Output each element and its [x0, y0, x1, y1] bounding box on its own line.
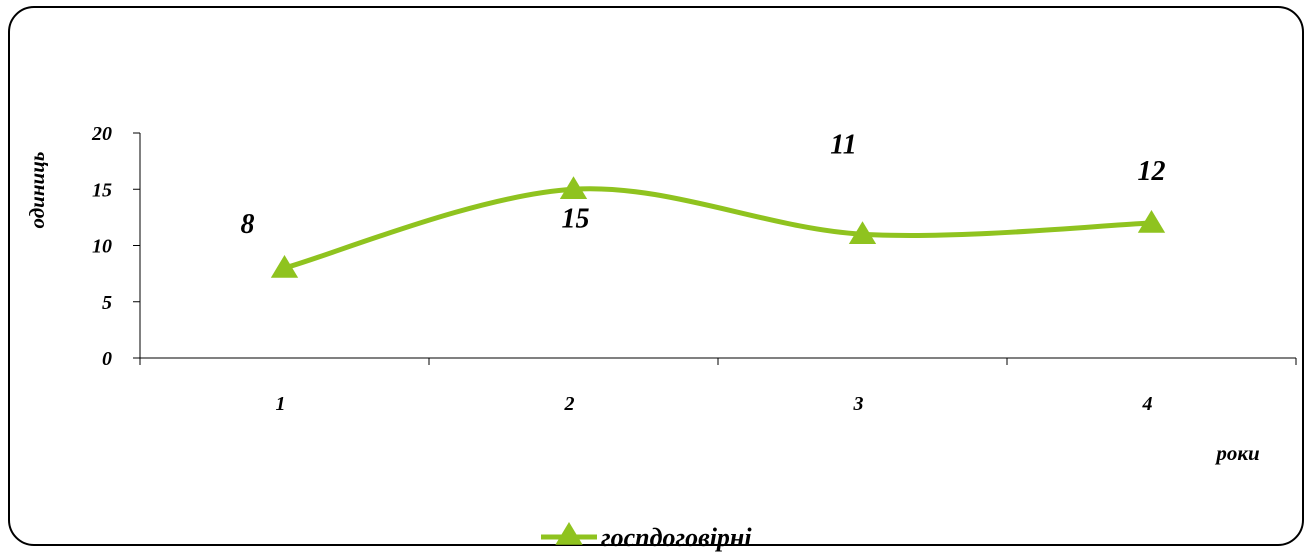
x-axis-title: роки [1214, 441, 1259, 465]
y-tick-label: 20 [91, 123, 112, 145]
legend-marker-triangle-icon [555, 522, 583, 545]
data-label: 15 [562, 203, 590, 234]
x-tick-label: 3 [853, 393, 864, 415]
data-label: 12 [1138, 156, 1166, 187]
x-tick-label: 2 [564, 393, 575, 415]
triangle-marker-icon [1137, 210, 1166, 233]
data-label: 8 [241, 209, 255, 240]
x-tick-label: 4 [1142, 393, 1153, 415]
y-tick-label: 10 [92, 236, 112, 258]
x-tick-labels: 1 2 3 4 [276, 393, 1153, 415]
triangle-marker-icon [559, 176, 588, 199]
data-label: 11 [830, 129, 856, 160]
y-tick-label: 0 [102, 348, 112, 370]
triangle-marker-icon [270, 255, 299, 278]
x-tick-label: 1 [276, 393, 286, 415]
y-axis-title: одиниць [25, 152, 49, 229]
series-markers [270, 176, 1166, 278]
data-labels: 8 15 11 12 [241, 129, 1166, 240]
axes [133, 132, 1297, 365]
y-tick-label: 15 [92, 179, 112, 201]
series-line-gospdogovirni [282, 186, 1154, 271]
triangle-marker-icon [848, 221, 877, 244]
chart-frame [8, 6, 1304, 546]
y-tick-label: 5 [102, 292, 112, 314]
legend: госпдоговірні [541, 522, 752, 552]
legend-label: госпдоговірні [601, 523, 752, 552]
y-tick-labels: 0 5 10 15 20 [91, 123, 112, 370]
